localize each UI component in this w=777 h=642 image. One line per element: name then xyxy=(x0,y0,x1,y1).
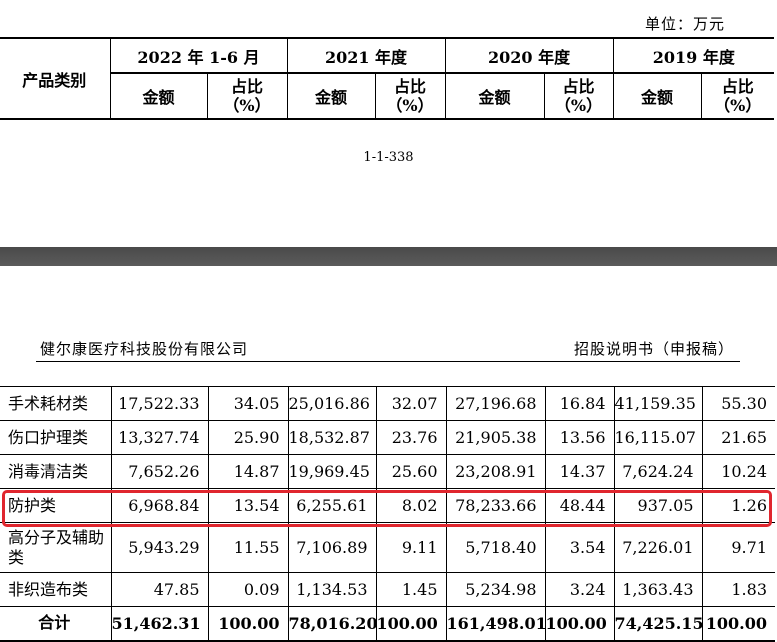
amount-header: 金额 xyxy=(109,72,208,120)
value-cell: 23,208.91 xyxy=(445,454,546,489)
value-cell: 5,234.98 xyxy=(445,572,546,607)
table-row: 消毒清洁类 7,652.26 14.87 19,969.45 25.60 23,… xyxy=(0,454,775,489)
value-cell: 13.56 xyxy=(544,420,615,455)
value-cell: 5,718.40 xyxy=(445,522,546,573)
page-number: 1-1-338 xyxy=(363,150,414,165)
total-cell: 78,016.20 xyxy=(287,606,378,642)
value-cell: 3.24 xyxy=(544,572,615,607)
period-header: 2020 年度 xyxy=(444,37,614,74)
ratio-header: 占比 （%） xyxy=(543,72,614,120)
ratio-header: 占比 （%） xyxy=(700,72,775,120)
table-row: 伤口护理类 13,327.74 25.90 18,532.87 23.76 21… xyxy=(0,420,775,455)
total-cell: 51,462.31 xyxy=(110,606,209,642)
value-cell: 23.76 xyxy=(375,420,447,455)
total-row: 合计 51,462.31 100.00 78,016.20 100.00 161… xyxy=(0,606,775,642)
value-cell: 14.37 xyxy=(544,454,615,489)
value-cell: 10.24 xyxy=(701,454,775,489)
page-gap xyxy=(0,247,777,266)
value-cell: 13,327.74 xyxy=(110,420,209,455)
value-cell: 25.60 xyxy=(375,454,447,489)
table-row: 非织造布类 47.85 0.09 1,134.53 1.45 5,234.98 … xyxy=(0,572,775,607)
value-cell: 7,106.89 xyxy=(287,522,377,573)
unit-label: 单位：万元 xyxy=(645,15,726,33)
total-cell: 100.00 xyxy=(207,606,289,642)
total-cell: 100.00 xyxy=(544,606,615,642)
category-cell: 高分子及辅助类 xyxy=(0,522,112,573)
value-cell: 21,905.38 xyxy=(445,420,546,455)
value-cell: 7,226.01 xyxy=(613,522,703,573)
value-cell: 48.44 xyxy=(544,488,615,523)
data-table: 手术耗材类 17,522.33 34.05 25,016.86 32.07 27… xyxy=(0,386,775,642)
value-cell: 0.09 xyxy=(207,572,289,607)
ratio-header: 占比 （%） xyxy=(374,72,446,120)
period-header: 2022 年 1-6 月 xyxy=(109,37,288,74)
table-row-highlighted: 防护类 6,968.84 13.54 6,255.61 8.02 78,233.… xyxy=(0,488,775,523)
value-cell: 11.55 xyxy=(207,522,289,573)
header-rule xyxy=(36,361,740,362)
value-cell: 16,115.07 xyxy=(613,420,703,455)
category-cell: 防护类 xyxy=(0,488,112,523)
category-cell: 手术耗材类 xyxy=(0,386,112,421)
value-cell: 41,159.35 xyxy=(613,386,703,421)
value-cell: 47.85 xyxy=(110,572,209,607)
category-cell: 消毒清洁类 xyxy=(0,454,112,489)
category-cell: 伤口护理类 xyxy=(0,420,112,455)
value-cell: 6,255.61 xyxy=(287,488,377,523)
value-cell: 27,196.68 xyxy=(445,386,546,421)
value-cell: 16.84 xyxy=(544,386,615,421)
value-cell: 9.71 xyxy=(701,522,775,573)
amount-header: 金额 xyxy=(612,72,702,120)
value-cell: 9.11 xyxy=(375,522,447,573)
value-cell: 13.54 xyxy=(207,488,289,523)
value-cell: 14.87 xyxy=(207,454,289,489)
value-cell: 937.05 xyxy=(613,488,703,523)
value-cell: 34.05 xyxy=(207,386,289,421)
value-cell: 32.07 xyxy=(375,386,447,421)
total-cell: 100.00 xyxy=(375,606,447,642)
amount-header: 金额 xyxy=(444,72,545,120)
total-cell: 100.00 xyxy=(701,606,775,642)
value-cell: 18,532.87 xyxy=(287,420,377,455)
value-cell: 25,016.86 xyxy=(287,386,377,421)
company-name: 健尔康医疗科技股份有限公司 xyxy=(40,340,249,358)
ratio-header: 占比 （%） xyxy=(206,72,288,120)
table-row: 高分子及辅助类 5,943.29 11.55 7,106.89 9.11 5,7… xyxy=(0,522,775,573)
table-header: 产品类别 2022 年 1-6 月 2021 年度 2020 年度 2019 年… xyxy=(0,37,775,120)
value-cell: 6,968.84 xyxy=(110,488,209,523)
category-header: 产品类别 xyxy=(0,37,111,120)
value-cell: 1,134.53 xyxy=(287,572,377,607)
value-cell: 7,652.26 xyxy=(110,454,209,489)
category-cell: 非织造布类 xyxy=(0,572,112,607)
total-cell: 74,425.15 xyxy=(613,606,704,642)
total-cell: 161,498.01 xyxy=(445,606,547,642)
value-cell: 1.45 xyxy=(375,572,447,607)
value-cell: 7,624.24 xyxy=(613,454,703,489)
period-header: 2021 年度 xyxy=(286,37,446,74)
value-cell: 8.02 xyxy=(375,488,447,523)
value-cell: 1.83 xyxy=(701,572,775,607)
value-cell: 55.30 xyxy=(701,386,775,421)
value-cell: 19,969.45 xyxy=(287,454,377,489)
value-cell: 1,363.43 xyxy=(613,572,703,607)
document-title: 招股说明书（申报稿） xyxy=(574,340,735,358)
value-cell: 21.65 xyxy=(701,420,775,455)
value-cell: 25.90 xyxy=(207,420,289,455)
table-row: 手术耗材类 17,522.33 34.05 25,016.86 32.07 27… xyxy=(0,386,775,421)
value-cell: 1.26 xyxy=(701,488,775,523)
value-cell: 78,233.66 xyxy=(445,488,546,523)
amount-header: 金额 xyxy=(286,72,376,120)
value-cell: 17,522.33 xyxy=(110,386,209,421)
period-header: 2019 年度 xyxy=(612,37,775,74)
value-cell: 3.54 xyxy=(544,522,615,573)
value-cell: 5,943.29 xyxy=(110,522,209,573)
total-label: 合计 xyxy=(0,606,112,642)
